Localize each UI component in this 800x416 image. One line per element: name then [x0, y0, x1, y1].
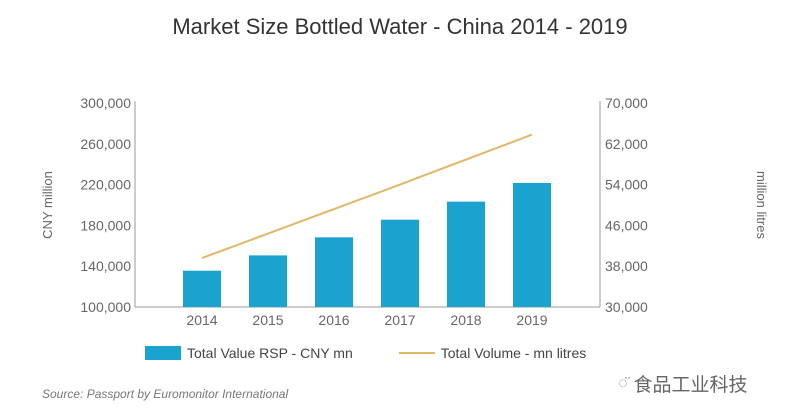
source-note: Source: Passport by Euromonitor Internat… — [42, 387, 289, 401]
x-tick-label: 2019 — [516, 312, 547, 328]
x-tick-label: 2014 — [186, 312, 217, 328]
chart: 100,000 140,000 180,000 220,000 260,000 300,0… — [40, 95, 769, 328]
bar-2016 — [315, 237, 353, 307]
y2-tick-label: 54,000 — [605, 177, 648, 193]
y-tick-label: 100,000 — [80, 299, 131, 315]
y-tick-label: 300,000 — [80, 95, 131, 111]
x-tick-label: 2016 — [318, 312, 349, 328]
bar-2014 — [183, 270, 221, 307]
x-tick-label: 2015 — [252, 312, 283, 328]
legend-label-value: Total Value RSP - CNY mn — [187, 345, 353, 361]
y-tick-label: 180,000 — [80, 217, 131, 233]
bar-2015 — [249, 255, 287, 307]
y-tick-label: 260,000 — [80, 136, 131, 152]
y-axis-title: CNY million — [40, 171, 55, 239]
x-tick-label: 2018 — [450, 312, 481, 328]
wechat-icon: ◌̈ — [618, 374, 628, 392]
y2-axis-title: million litres — [754, 171, 769, 239]
legend-swatch-line — [398, 352, 435, 354]
y-tick-label: 220,000 — [80, 177, 131, 193]
y2-tick-label: 38,000 — [605, 258, 648, 274]
watermark-text: 食品工业科技 — [633, 375, 748, 396]
legend-swatch-bar — [145, 346, 181, 360]
x-tick-label: 2017 — [384, 312, 415, 328]
bar-2017 — [381, 219, 419, 307]
bar-2018 — [447, 201, 485, 307]
y2-tick-label: 46,000 — [605, 217, 648, 233]
watermark: ◌̈ 食品工业科技 — [618, 370, 748, 397]
y-tick-label: 140,000 — [80, 258, 131, 274]
y2-tick-label: 62,000 — [605, 136, 648, 152]
legend-label-volume: Total Volume - mn litres — [440, 345, 587, 361]
y2-tick-label: 70,000 — [605, 95, 648, 111]
chart-title: Market Size Bottled Water - China 2014 -… — [172, 14, 628, 39]
legend: Total Value RSP - CNY mn Total Volume - … — [145, 345, 586, 361]
y2-tick-label: 30,000 — [605, 299, 648, 315]
volume-line — [201, 133, 533, 259]
bar-2019 — [513, 182, 551, 307]
